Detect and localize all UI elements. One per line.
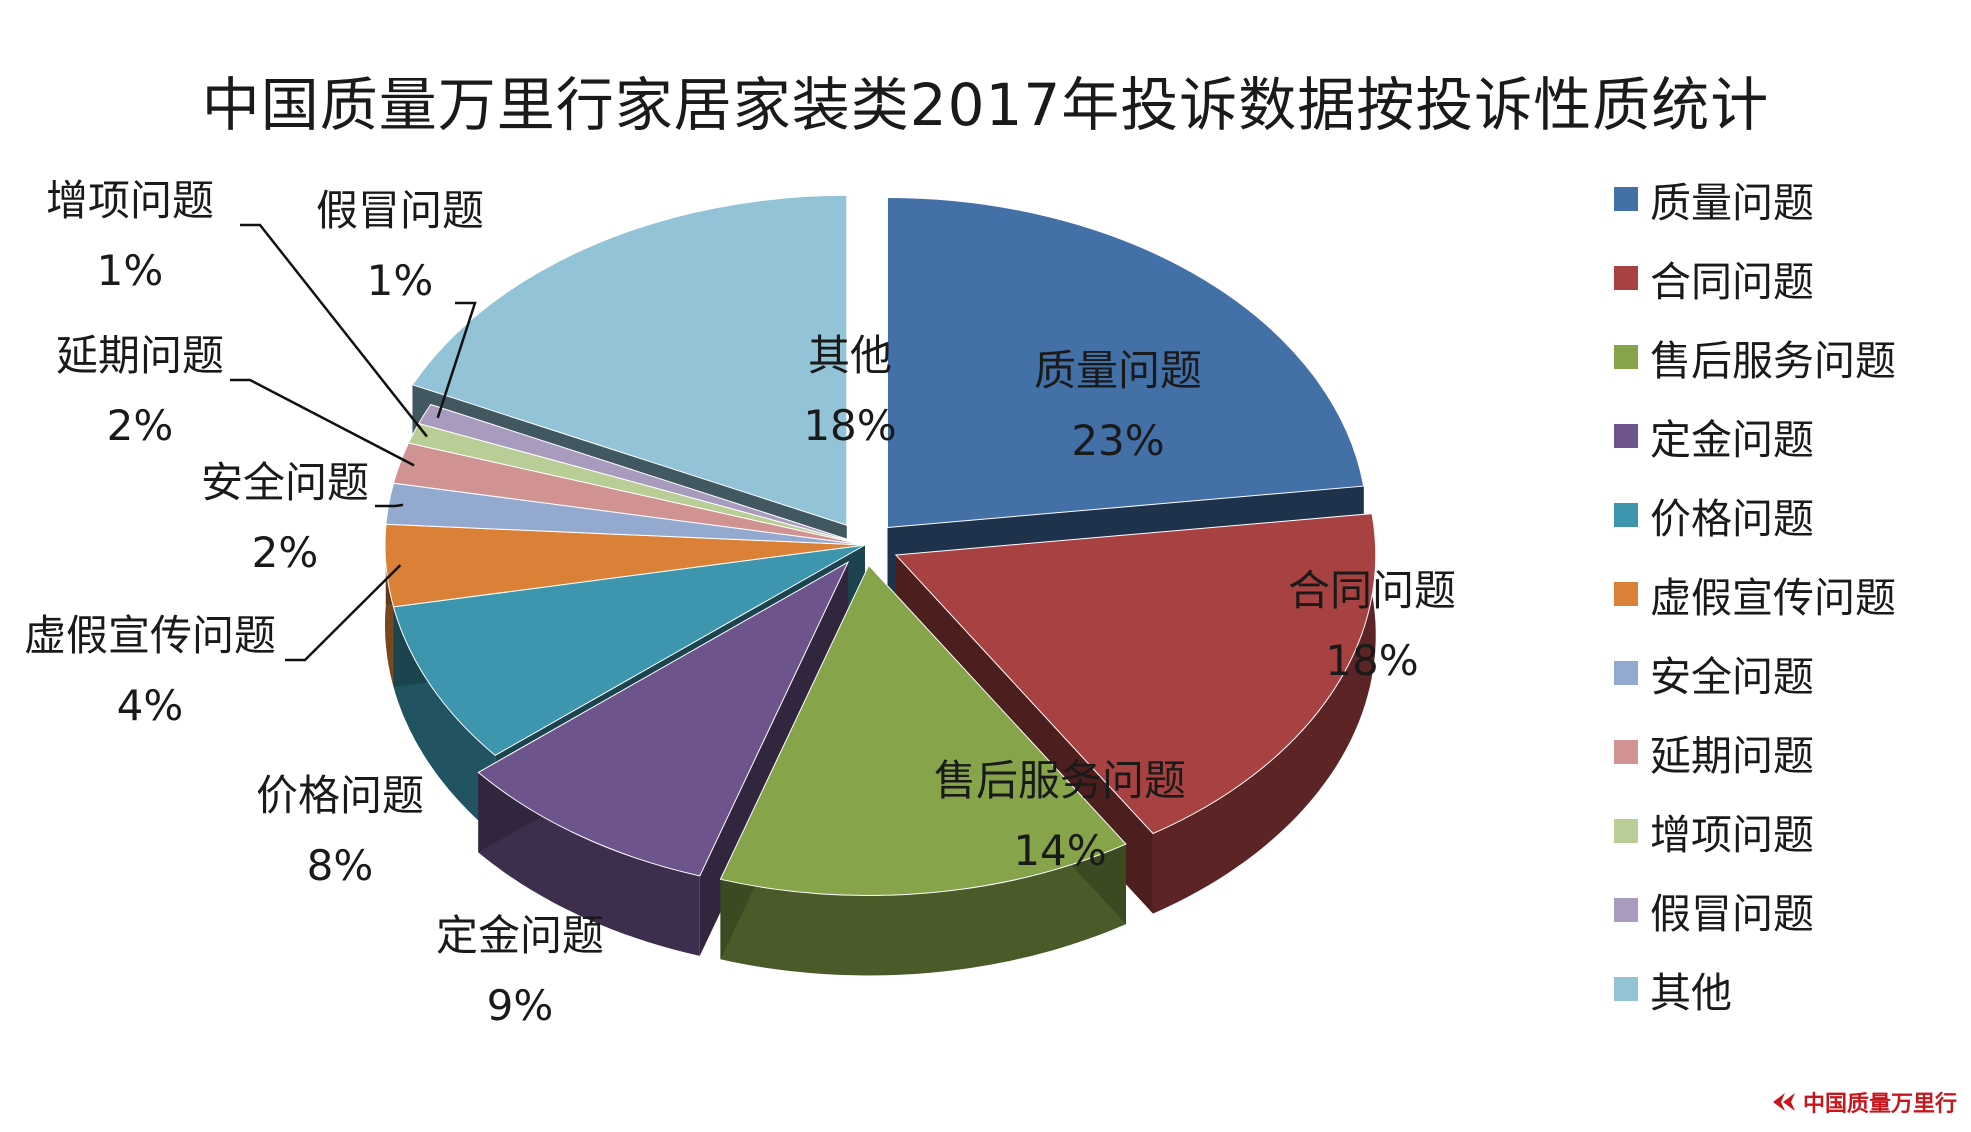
slice-0 <box>886 196 1365 529</box>
pie-tops <box>384 194 1377 896</box>
leader-line <box>240 223 428 438</box>
legend-item: 定金问题 <box>1614 416 1814 464</box>
slice-label-name: 其他 <box>808 331 892 380</box>
legend-item: 价格问题 <box>1614 495 1814 543</box>
legend-item: 假冒问题 <box>1614 890 1814 938</box>
slice-label-value: 18% <box>803 401 896 450</box>
legend-label: 定金问题 <box>1650 416 1814 464</box>
legend-label: 其他 <box>1650 969 1732 1017</box>
slice-label-name: 延期问题 <box>56 331 224 380</box>
legend-label: 增项问题 <box>1650 811 1814 859</box>
watermark-logo-icon <box>1772 1093 1795 1111</box>
legend-label: 售后服务问题 <box>1650 337 1896 385</box>
legend-swatch <box>1614 424 1638 448</box>
slice-1 <box>894 513 1377 835</box>
slice-label-value: 14% <box>1013 826 1106 875</box>
slice-label-value: 1% <box>367 256 434 305</box>
legend-item: 售后服务问题 <box>1614 337 1896 385</box>
watermark-text: 中国质量万里行 <box>1802 1091 1957 1117</box>
slice-label-value: 23% <box>1071 416 1164 465</box>
legend-item: 合同问题 <box>1614 258 1814 306</box>
legend-swatch <box>1614 977 1638 1001</box>
legend-item: 安全问题 <box>1614 653 1814 701</box>
slice-label-value: 8% <box>307 841 374 890</box>
legend: 质量问题合同问题售后服务问题定金问题价格问题虚假宣传问题安全问题延期问题增项问题… <box>1614 179 1896 1017</box>
pie-labels: 质量问题 23% 合同问题 18% 售后服务问题 14% 定金问题 9% 价格问题 8% 虚假宣传问… <box>24 176 1456 1030</box>
leader-line <box>436 301 477 419</box>
legend-item: 增项问题 <box>1614 811 1814 859</box>
legend-swatch <box>1614 503 1638 527</box>
watermark: 中国质量万里行 <box>1769 1086 1957 1118</box>
legend-swatch <box>1614 187 1638 211</box>
slice-label-value: 2% <box>252 528 319 577</box>
slice-label-name: 假冒问题 <box>316 186 484 235</box>
slice-label-name: 质量问题 <box>1034 346 1202 395</box>
slice-10 <box>411 194 848 526</box>
slice-label-name: 价格问题 <box>256 771 424 820</box>
legend-swatch <box>1614 345 1638 369</box>
legend-item: 其他 <box>1614 969 1732 1017</box>
legend-label: 质量问题 <box>1650 179 1814 227</box>
slice-2 <box>719 564 1127 896</box>
legend-item: 质量问题 <box>1614 179 1814 227</box>
legend-label: 安全问题 <box>1650 653 1814 701</box>
slice-label-value: 4% <box>117 681 184 730</box>
pie-leader-lines <box>230 223 477 662</box>
legend-item: 延期问题 <box>1614 732 1814 780</box>
slice-label-value: 18% <box>1325 636 1418 685</box>
legend-swatch <box>1614 819 1638 843</box>
slice-label-value: 1% <box>97 246 164 295</box>
slice-label-value: 2% <box>107 401 174 450</box>
legend-swatch <box>1614 740 1638 764</box>
slice-outer-wall <box>1153 513 1376 914</box>
legend-swatch <box>1614 898 1638 922</box>
slice-label-name: 增项问题 <box>46 176 214 225</box>
chart-title: 中国质量万里行家居家装类2017年投诉数据按投诉性质统计 <box>201 71 1770 139</box>
legend-swatch <box>1614 582 1638 606</box>
leader-line <box>285 564 402 662</box>
legend-label: 虚假宣传问题 <box>1650 574 1896 622</box>
slice-label-value: 9% <box>487 981 554 1030</box>
leader-line <box>375 503 404 508</box>
slice-outer-wall <box>385 524 394 687</box>
slice-label-name: 合同问题 <box>1288 566 1456 615</box>
slice-label-name: 售后服务问题 <box>934 756 1186 805</box>
slice-label-name: 虚假宣传问题 <box>24 611 276 660</box>
legend-swatch <box>1614 266 1638 290</box>
slice-3 <box>477 560 850 877</box>
legend-swatch <box>1614 661 1638 685</box>
slice-9 <box>417 403 866 546</box>
legend-item: 虚假宣传问题 <box>1614 574 1896 622</box>
slice-label-name: 定金问题 <box>436 911 604 960</box>
leader-line <box>230 378 415 467</box>
slice-outer-wall <box>720 844 1126 976</box>
legend-label: 延期问题 <box>1650 732 1814 780</box>
legend-label: 价格问题 <box>1650 495 1814 543</box>
legend-label: 合同问题 <box>1650 258 1814 306</box>
legend-label: 假冒问题 <box>1650 890 1814 938</box>
slice-outer-wall <box>393 606 496 836</box>
slice-label-name: 安全问题 <box>201 458 369 507</box>
slice-4 <box>392 544 866 756</box>
